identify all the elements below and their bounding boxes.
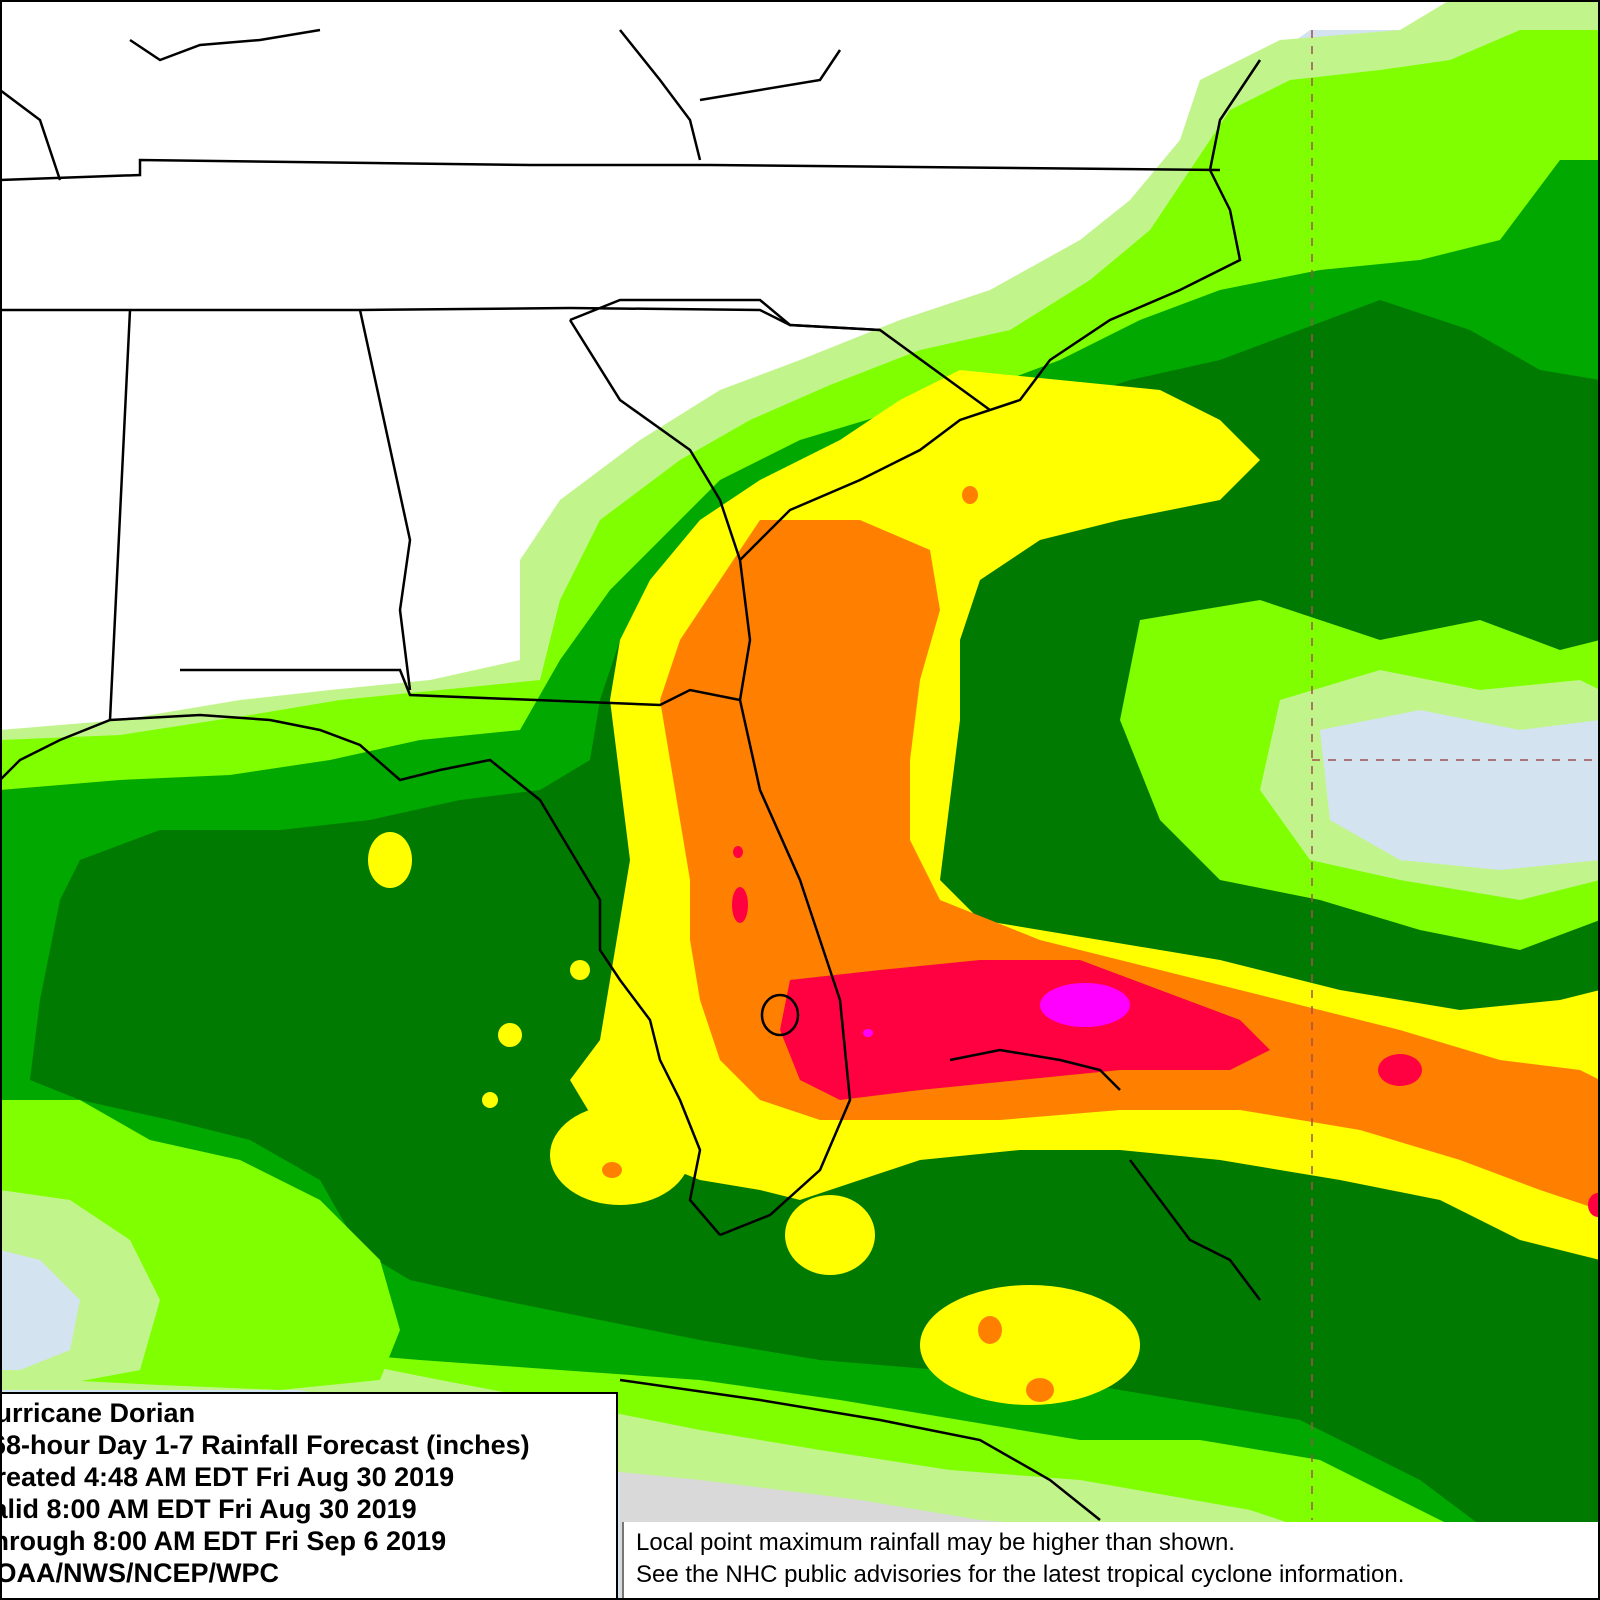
bahamas-islands [949,1048,1121,1091]
border-nc-sc [569,298,991,412]
rain-6-blob-1 [1378,1054,1422,1086]
bahamas-islands-2 [1129,1159,1261,1301]
rain-4-blob-2 [978,1316,1002,1344]
rain-10-blob-2 [863,1029,873,1037]
rain-2-blob-6 [920,1285,1140,1405]
border-ga-sc [568,319,752,701]
rain-6-blob-3 [733,846,743,858]
rain-2-blob-2 [498,1023,522,1047]
info-product: 168-hour Day 1-7 Rainfall Forecast (inch… [0,1430,530,1460]
ocean-gulf-west [0,1250,80,1370]
ohio-river [0,89,62,181]
rain-4-blob-3 [1026,1378,1054,1402]
info-through: Through 8:00 AM EDT Fri Sep 6 2019 [0,1526,447,1556]
info-created: Created 4:48 AM EDT Fri Aug 30 2019 [0,1462,455,1492]
carolinas-coast [739,59,1262,561]
rain-4-blob-1 [602,1162,622,1178]
rain-10-blob-1 [1040,983,1130,1027]
info-title: Hurricane Dorian [0,1398,196,1428]
border-ga-fl [180,668,741,707]
florida-west-coast [269,718,721,1236]
note-box: Local point maximum rainfall may be high… [622,1522,1600,1600]
info-source: NOAA/NWS/NCEP/WPC [0,1558,279,1588]
info-valid: Valid 8:00 AM EDT Fri Aug 30 2019 [0,1494,417,1524]
border-north [0,158,1221,182]
border-al-ga [358,309,412,691]
ocean-patch-east [1320,710,1600,870]
cuba-coast [619,1378,1101,1521]
rain-2-blob-3 [482,1092,498,1108]
florida-east-coast [719,699,852,1237]
forecast-info-box: Hurricane Dorian 168-hour Day 1-7 Rainfa… [0,1392,618,1600]
lake-okeechobee [760,993,800,1037]
rain-6-blob-2 [732,887,748,923]
river-north-3 [699,49,842,102]
river-north-2 [619,29,702,161]
river-north-1 [129,28,321,62]
rain-6 [780,960,1270,1100]
grid-lines [1311,30,1600,1520]
rain-2-blob-1 [368,832,412,888]
boundaries [0,28,1262,1521]
gulf-coast-west [0,713,271,781]
rain-6-blob-4 [1588,1193,1600,1217]
note-line-1: Local point maximum rainfall may be high… [636,1529,1235,1556]
note-line-2: See the NHC public advisories for the la… [636,1561,1405,1588]
rain-2-blob-7 [570,960,590,980]
border-ms-al [108,309,132,721]
rain-2-blob-5 [785,1195,875,1275]
rain-2-blob-4 [550,1105,690,1205]
rain-4-blob-4 [962,486,978,504]
